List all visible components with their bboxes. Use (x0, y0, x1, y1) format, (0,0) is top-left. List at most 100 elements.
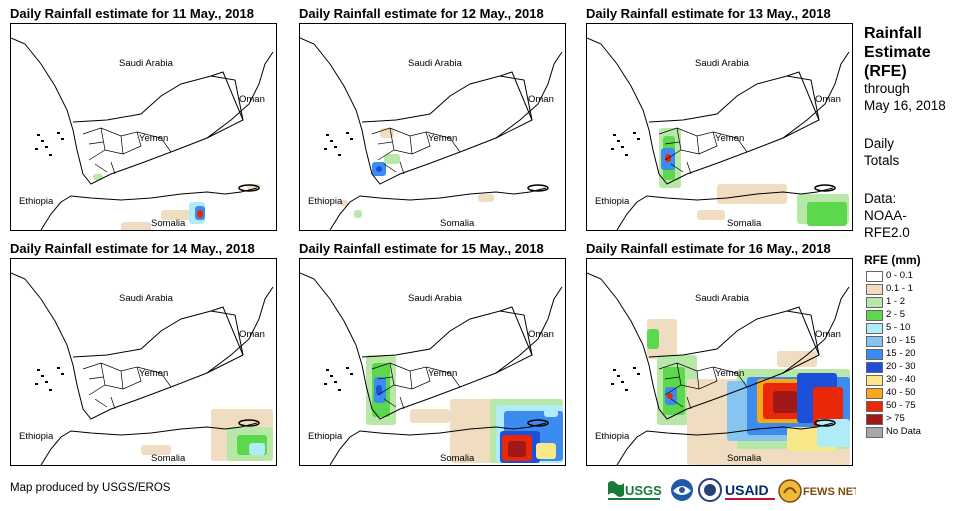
svg-text:FEWS NET: FEWS NET (803, 486, 856, 498)
sidebar-data-source1: NOAA- (864, 208, 907, 223)
map-label-yemen: Yemen (428, 368, 457, 379)
legend-label: 15 - 20 (886, 348, 916, 359)
sidebar-title-line1: Rainfall (864, 25, 922, 42)
admin-boundaries (658, 127, 748, 175)
sidebar-data-source2: RFE2.0 (864, 225, 910, 240)
legend-item: 40 - 50 (866, 387, 966, 400)
saudi-yemen-border (361, 310, 533, 358)
socotra-island (527, 184, 549, 192)
africa-coastline (616, 187, 834, 230)
legend-item: > 75 (866, 413, 966, 426)
map-label-yemen: Yemen (139, 133, 168, 144)
coastline (300, 37, 563, 185)
legend-item: 0 - 0.1 (866, 270, 966, 283)
red-sea-islands (324, 367, 353, 391)
legend-swatch (866, 336, 883, 347)
socotra-island (814, 419, 836, 427)
map-label-somalia: Somalia (151, 453, 186, 464)
sidebar-data-label: Data: (864, 191, 897, 206)
map-label-yemen: Yemen (715, 368, 744, 379)
oman-border (206, 306, 244, 374)
oman-border (495, 306, 533, 374)
map-label-somalia: Somalia (440, 453, 475, 464)
legend-label: 0.1 - 1 (886, 283, 913, 294)
rainfall-field (366, 355, 563, 463)
red-sea-islands (35, 367, 64, 391)
legend-item: 1 - 2 (866, 296, 966, 309)
oman-border (782, 306, 820, 374)
map-label-ethiopia: Ethiopia (308, 431, 343, 442)
map-label-saudi: Saudi Arabia (695, 293, 750, 304)
legend-label: 50 - 75 (886, 400, 916, 411)
map-label-ethiopia: Ethiopia (19, 431, 54, 442)
map-label-yemen: Yemen (428, 133, 457, 144)
sidebar-title-line2: Estimate (864, 44, 931, 61)
legend-label: 10 - 15 (886, 335, 916, 346)
coastline (11, 37, 274, 185)
partner-logos: USGS USAID FEWS NET (606, 477, 856, 505)
rainfall-field (647, 319, 850, 465)
map-label-ethiopia: Ethiopia (595, 431, 630, 442)
africa-coastline (40, 187, 258, 230)
africa-coastline (40, 422, 258, 465)
legend-label: 5 - 10 (886, 322, 911, 333)
coastline (11, 272, 274, 420)
saudi-yemen-border (361, 75, 533, 123)
map-label-somalia: Somalia (727, 453, 762, 464)
oman-border (782, 71, 820, 139)
saudi-yemen-border (648, 75, 820, 123)
usaid-logo: USAID (725, 482, 775, 500)
coastline (587, 37, 850, 185)
admin-boundaries (371, 127, 461, 175)
map-label-oman: Oman (528, 329, 554, 340)
socotra-island (814, 184, 836, 192)
legend-swatch (866, 375, 883, 386)
rainfall-field (659, 128, 849, 226)
admin-boundaries (82, 127, 172, 175)
legend-item: 15 - 20 (866, 348, 966, 361)
map-label-ethiopia: Ethiopia (308, 196, 343, 207)
map-panel-5: Saudi Arabia Oman Yemen Ethiopia Somalia (299, 258, 566, 466)
map-label-somalia: Somalia (727, 218, 762, 229)
legend-swatch (866, 323, 883, 334)
legend-item: 2 - 5 (866, 309, 966, 322)
legend-swatch (866, 297, 883, 308)
map-label-yemen: Yemen (139, 368, 168, 379)
saudi-yemen-border (648, 310, 820, 358)
socotra-island (238, 419, 260, 427)
saudi-yemen-border (72, 310, 244, 358)
legend-title: RFE (mm) (864, 253, 921, 267)
admin-boundaries (658, 362, 748, 410)
legend-label: No Data (886, 426, 921, 437)
map-label-oman: Oman (239, 94, 265, 105)
legend-label: > 75 (886, 413, 905, 424)
map-label-yemen: Yemen (715, 133, 744, 144)
sidebar-totals: Totals (864, 153, 900, 168)
map-label-oman: Oman (815, 329, 841, 340)
admin-boundaries (371, 362, 461, 410)
saudi-yemen-border (72, 75, 244, 123)
rainfall-field (340, 128, 494, 218)
legend-label: 30 - 40 (886, 374, 916, 385)
sidebar-title-line3: (RFE) (864, 63, 907, 80)
socotra-island (527, 419, 549, 427)
noaa-logo (671, 479, 693, 501)
legend-label: 20 - 30 (886, 361, 916, 372)
map-label-oman: Oman (815, 94, 841, 105)
map-panel-3: Saudi Arabia Oman Yemen Ethiopia Somalia (586, 23, 853, 231)
panel-title-2: Daily Rainfall estimate for 12 May., 201… (299, 6, 544, 21)
legend-swatch (866, 401, 883, 412)
map-label-oman: Oman (239, 329, 265, 340)
oman-border (495, 71, 533, 139)
map-panel-6: Saudi Arabia Oman Yemen Ethiopia Somalia (586, 258, 853, 466)
africa-coastline (329, 422, 547, 465)
legend-swatch (866, 427, 883, 438)
map-label-saudi: Saudi Arabia (119, 58, 174, 69)
map-label-saudi: Saudi Arabia (408, 58, 463, 69)
legend-item: 0.1 - 1 (866, 283, 966, 296)
sidebar-title: Rainfall Estimate (RFE) (864, 24, 931, 81)
map-label-somalia: Somalia (440, 218, 475, 229)
legend-item: 5 - 10 (866, 322, 966, 335)
legend-label: 40 - 50 (886, 387, 916, 398)
legend-swatch (866, 310, 883, 321)
